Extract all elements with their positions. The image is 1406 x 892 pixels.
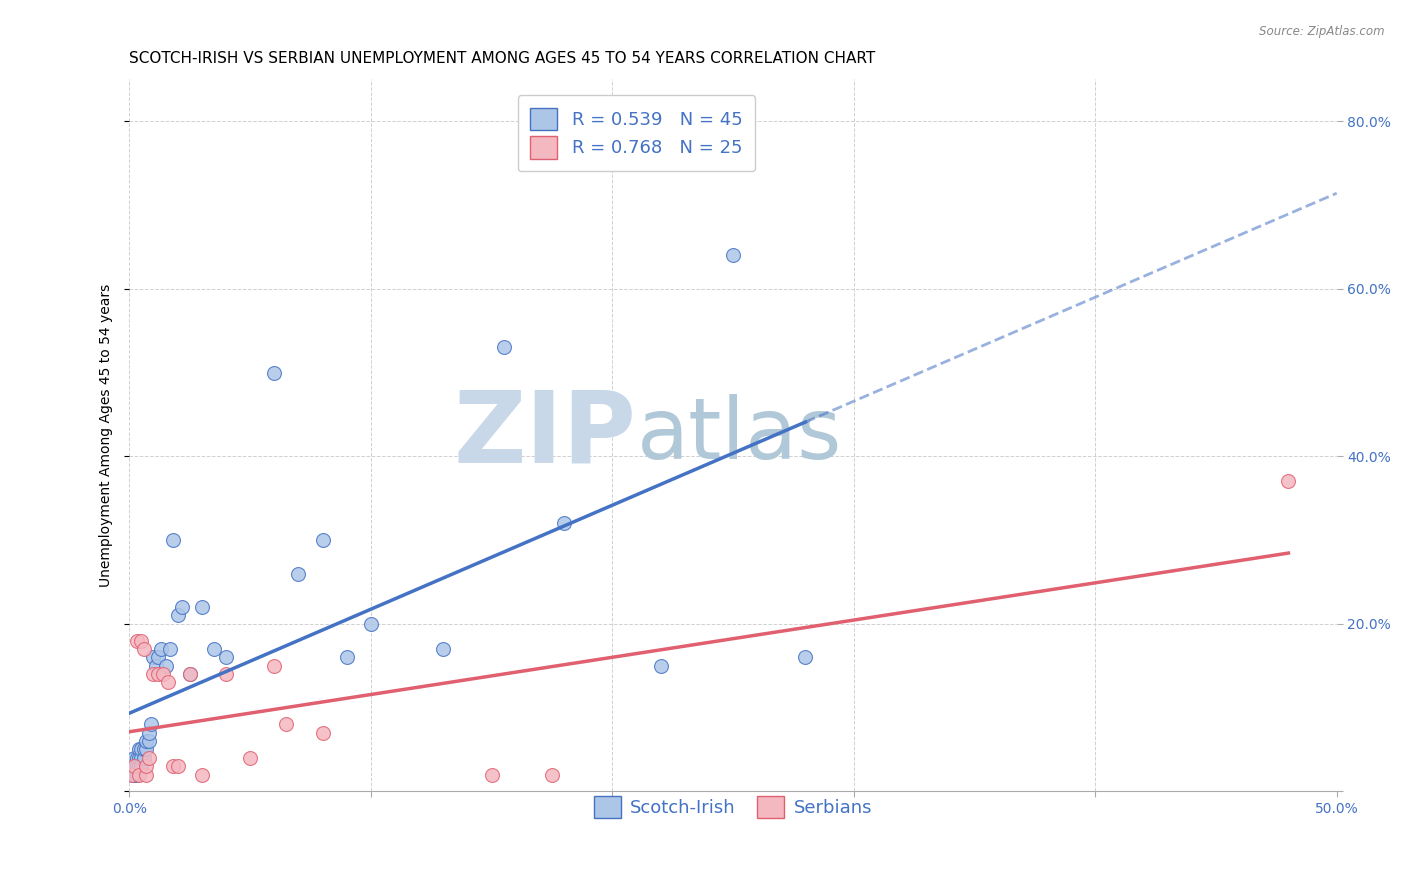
Point — [131, 742, 153, 756]
Text: SCOTCH-IRISH VS SERBIAN UNEMPLOYMENT AMONG AGES 45 TO 54 YEARS CORRELATION CHART: SCOTCH-IRISH VS SERBIAN UNEMPLOYMENT AMO… — [129, 51, 876, 66]
Point — [149, 641, 172, 656]
Point — [162, 759, 184, 773]
Point — [159, 641, 181, 656]
Point — [122, 767, 145, 781]
Point — [287, 566, 309, 581]
Point — [138, 751, 160, 765]
Point — [121, 767, 143, 781]
Point — [794, 650, 817, 665]
Point — [125, 751, 148, 765]
Point — [276, 717, 298, 731]
Point — [145, 658, 167, 673]
Point — [125, 759, 148, 773]
Legend: Scotch-Irish, Serbians: Scotch-Irish, Serbians — [586, 789, 879, 825]
Point — [121, 759, 143, 773]
Point — [360, 616, 382, 631]
Point — [1277, 475, 1299, 489]
Point — [481, 767, 503, 781]
Point — [650, 658, 672, 673]
Point — [179, 667, 201, 681]
Point — [215, 667, 238, 681]
Point — [215, 650, 238, 665]
Point — [263, 658, 285, 673]
Point — [122, 751, 145, 765]
Point — [721, 248, 744, 262]
Point — [148, 667, 170, 681]
Point — [191, 600, 214, 615]
Point — [139, 717, 162, 731]
Point — [166, 608, 188, 623]
Point — [179, 667, 201, 681]
Point — [132, 742, 155, 756]
Point — [132, 751, 155, 765]
Point — [131, 759, 153, 773]
Y-axis label: Unemployment Among Ages 45 to 54 years: Unemployment Among Ages 45 to 54 years — [100, 284, 114, 587]
Point — [311, 533, 333, 547]
Text: Source: ZipAtlas.com: Source: ZipAtlas.com — [1260, 25, 1385, 38]
Point — [311, 725, 333, 739]
Point — [172, 600, 194, 615]
Point — [128, 751, 150, 765]
Point — [128, 767, 150, 781]
Point — [162, 533, 184, 547]
Point — [142, 650, 165, 665]
Point — [132, 641, 155, 656]
Point — [125, 767, 148, 781]
Point — [553, 516, 575, 531]
Point — [202, 641, 225, 656]
Point — [166, 759, 188, 773]
Point — [138, 725, 160, 739]
Point — [148, 650, 170, 665]
Point — [128, 759, 150, 773]
Point — [541, 767, 564, 781]
Point — [138, 734, 160, 748]
Point — [135, 767, 157, 781]
Point — [131, 633, 153, 648]
Point — [191, 767, 214, 781]
Point — [121, 767, 143, 781]
Point — [135, 742, 157, 756]
Point — [142, 667, 165, 681]
Point — [155, 658, 177, 673]
Point — [492, 340, 515, 354]
Point — [122, 759, 145, 773]
Text: atlas: atlas — [637, 394, 842, 477]
Point — [122, 759, 145, 773]
Point — [135, 734, 157, 748]
Point — [239, 751, 262, 765]
Point — [128, 742, 150, 756]
Point — [135, 759, 157, 773]
Point — [156, 675, 179, 690]
Text: ZIP: ZIP — [454, 387, 637, 483]
Point — [131, 751, 153, 765]
Point — [336, 650, 359, 665]
Point — [152, 667, 174, 681]
Point — [432, 641, 454, 656]
Point — [263, 366, 285, 380]
Point — [125, 633, 148, 648]
